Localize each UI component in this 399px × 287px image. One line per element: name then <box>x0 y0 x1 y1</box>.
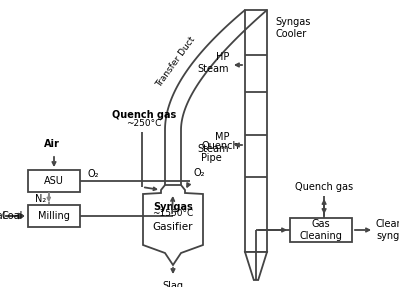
Text: Syngas
Cooler: Syngas Cooler <box>275 17 310 38</box>
Text: Gasifier: Gasifier <box>153 222 193 232</box>
Text: O₂: O₂ <box>193 168 205 178</box>
Text: ~250°C: ~250°C <box>126 119 162 128</box>
Text: HP
Steam: HP Steam <box>198 52 229 74</box>
Text: Syngas: Syngas <box>153 202 193 212</box>
Text: ~1550°C: ~1550°C <box>152 210 194 218</box>
Text: Gas
Cleaning: Gas Cleaning <box>300 219 342 241</box>
Text: Coal: Coal <box>0 211 6 221</box>
Text: Quench
Pipe: Quench Pipe <box>201 141 239 163</box>
Text: Transfer Duct: Transfer Duct <box>154 35 197 89</box>
Bar <box>28 205 80 227</box>
Bar <box>28 170 80 192</box>
Polygon shape <box>245 252 267 280</box>
Polygon shape <box>143 185 203 265</box>
Text: Milling: Milling <box>38 211 70 221</box>
Bar <box>290 218 352 242</box>
Text: ASU: ASU <box>44 176 64 186</box>
Bar <box>245 10 267 252</box>
Text: N₂: N₂ <box>35 193 46 203</box>
Text: MP
Steam: MP Steam <box>198 132 229 154</box>
Text: Clean
syngas: Clean syngas <box>376 219 399 241</box>
Text: O₂: O₂ <box>88 169 99 179</box>
Text: Coal: Coal <box>2 211 24 221</box>
Text: Slag: Slag <box>162 281 184 287</box>
Text: Quench gas: Quench gas <box>295 182 353 192</box>
Text: Quench gas: Quench gas <box>112 110 176 120</box>
Text: Air: Air <box>44 139 60 149</box>
